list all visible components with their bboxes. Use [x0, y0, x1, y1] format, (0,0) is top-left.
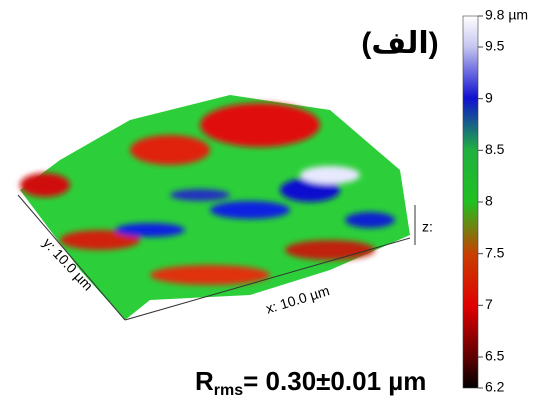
surface	[17, 95, 416, 321]
colorbar-tick-label: 9.5	[485, 38, 505, 54]
z-axis-label: z:	[422, 219, 433, 235]
colorbar-tick-label: 8.5	[485, 141, 505, 157]
colorbar-tick-label: 9.8 µm	[485, 7, 528, 23]
panel-label: (الف)	[361, 27, 438, 60]
colorbar-tick-label: 8	[485, 193, 493, 209]
roughness-value: = 0.30±0.01 µm	[243, 366, 426, 396]
roughness-subscript: rms	[214, 382, 243, 399]
colorbar-tick-label: 7.5	[485, 244, 505, 260]
colorbar-tick-label: 6.5	[485, 348, 505, 364]
roughness: Rrms= 0.30±0.01 µm	[195, 366, 426, 399]
colorbar-tick-label: 6.2	[485, 379, 505, 395]
colorbar-tick-label: 7	[485, 296, 493, 312]
roughness-symbol: R	[195, 366, 214, 396]
colorbar	[462, 15, 479, 389]
colorbar-tick-label: 9	[485, 89, 493, 105]
